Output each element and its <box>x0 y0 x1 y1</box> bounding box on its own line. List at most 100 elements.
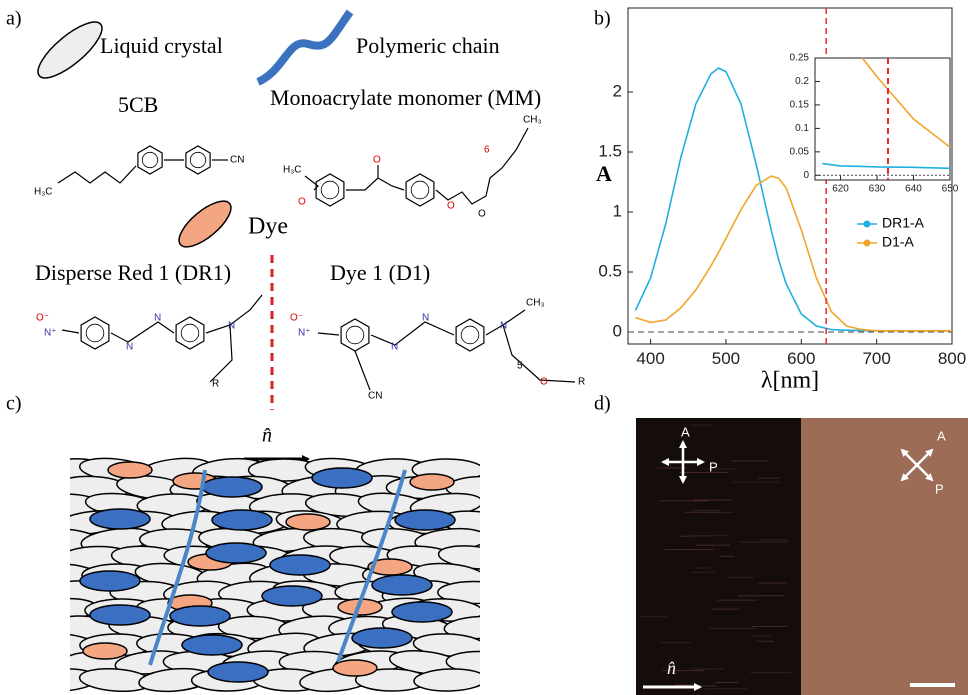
atom-label: CH₃ <box>523 115 542 126</box>
atom-label: H₃C <box>34 187 53 198</box>
mm-molecule <box>206 543 266 563</box>
atom-label: O <box>373 155 381 166</box>
atom-label: O <box>298 197 306 208</box>
legend-text: Liquid crystal <box>100 33 223 58</box>
figure: a) b) c) d) Liquid crystal Polymeric cha… <box>0 0 968 695</box>
y-tick-label: 1.5 <box>598 141 622 160</box>
dye-molecule <box>410 474 454 490</box>
bond <box>503 325 575 382</box>
bond <box>318 333 339 335</box>
atom-label: R <box>578 377 585 388</box>
ring-inner <box>346 326 364 344</box>
analyzer-label: A <box>937 428 946 443</box>
lc-ellipses <box>24 455 519 694</box>
dye-molecule <box>286 514 330 530</box>
mm-molecule <box>262 586 322 606</box>
panel-label: d) <box>594 393 611 415</box>
y-tick-label: 0.15 <box>790 100 810 111</box>
liquid-crystal-icon <box>30 14 109 87</box>
atom-label: N <box>126 342 133 353</box>
bond <box>355 351 370 390</box>
y-tick-label: 0.5 <box>598 261 622 280</box>
y-tick-label: 0.25 <box>790 53 810 64</box>
benzene-ring <box>81 317 109 349</box>
benzene-ring <box>186 146 210 174</box>
molecule-name: Dye 1 (D1) <box>330 260 430 285</box>
mm-molecule <box>90 605 150 625</box>
bond <box>58 166 136 183</box>
mm-molecule <box>212 510 272 530</box>
legend-label: D1-A <box>882 234 915 250</box>
x-tick-label: 650 <box>942 184 959 195</box>
atom-label: O⁻ <box>36 313 49 324</box>
micrograph-dark <box>636 418 801 695</box>
mm-molecule <box>392 602 452 622</box>
y-tick-label: 0.2 <box>795 76 809 87</box>
micrograph-bright <box>801 418 968 695</box>
ring-inner <box>142 152 157 167</box>
x-tick-label: 500 <box>712 349 740 368</box>
y-tick-label: 0 <box>803 170 809 181</box>
panel-label: a) <box>6 8 22 30</box>
mm-molecule <box>80 571 140 591</box>
director-label: n̂ <box>667 658 676 678</box>
ring-inner <box>86 324 104 342</box>
y-tick-label: 2 <box>613 81 622 100</box>
structure-bonds <box>58 128 575 390</box>
atom-label: 6 <box>484 145 490 156</box>
atom-label: N⁺ <box>298 328 311 339</box>
benzene-ring <box>138 146 162 174</box>
y-tick-label: 1 <box>613 201 622 220</box>
benzene-ring <box>406 174 434 206</box>
atom-label: N <box>228 321 235 332</box>
director-label: n̂ <box>262 425 272 447</box>
atom-label: R <box>212 379 219 390</box>
x-tick-label: 800 <box>938 349 966 368</box>
x-axis-label: λ[nm] <box>761 368 819 394</box>
atom-label: N <box>154 313 161 324</box>
mm-molecule <box>352 628 412 648</box>
x-tick-label: 620 <box>832 184 849 195</box>
panel-label: b) <box>594 8 611 30</box>
atom-label: CN <box>368 391 382 402</box>
y-tick-label: 0.1 <box>795 123 809 134</box>
polarizer-label: P <box>935 481 944 496</box>
mm-molecule <box>90 509 150 529</box>
mm-molecule <box>170 606 230 626</box>
atom-label: H₃C <box>283 165 302 176</box>
atom-label: CN <box>230 155 244 166</box>
ring-inner <box>461 326 479 344</box>
atom-label: O <box>478 209 486 220</box>
panel-d: A P A P n̂ <box>636 418 968 695</box>
benzene-ring <box>316 174 344 206</box>
atom-label: O <box>447 201 455 212</box>
x-tick-label: 400 <box>636 349 664 368</box>
x-tick-label: 700 <box>862 349 890 368</box>
bond <box>371 322 454 345</box>
y-axis-label: A <box>596 161 612 186</box>
ring-inner <box>190 152 205 167</box>
x-tick-label: 600 <box>787 349 815 368</box>
x-tick-label: 640 <box>905 184 922 195</box>
molecule-name: Monoacrylate monomer (MM) <box>270 85 541 110</box>
ring-inner <box>321 181 339 199</box>
dye-molecule <box>83 643 127 659</box>
atom-label: O⁻ <box>290 313 303 324</box>
panel-label: c) <box>6 393 22 415</box>
bond <box>436 128 528 204</box>
dye-icon <box>172 193 238 254</box>
atom-label: N <box>391 342 398 353</box>
ring-inner <box>411 181 429 199</box>
bond <box>210 325 232 382</box>
legend-text: Dye <box>248 214 288 240</box>
molecule-name: 5CB <box>118 92 158 117</box>
panel-c: n̂ <box>24 425 519 694</box>
atom-label: N⁺ <box>44 328 57 339</box>
mm-molecule <box>372 575 432 595</box>
y-tick-label: 0.05 <box>790 146 810 157</box>
mm-molecule <box>395 510 455 530</box>
legend-marker <box>864 221 871 228</box>
plot-frame <box>815 58 950 180</box>
dye-molecule <box>108 462 152 478</box>
